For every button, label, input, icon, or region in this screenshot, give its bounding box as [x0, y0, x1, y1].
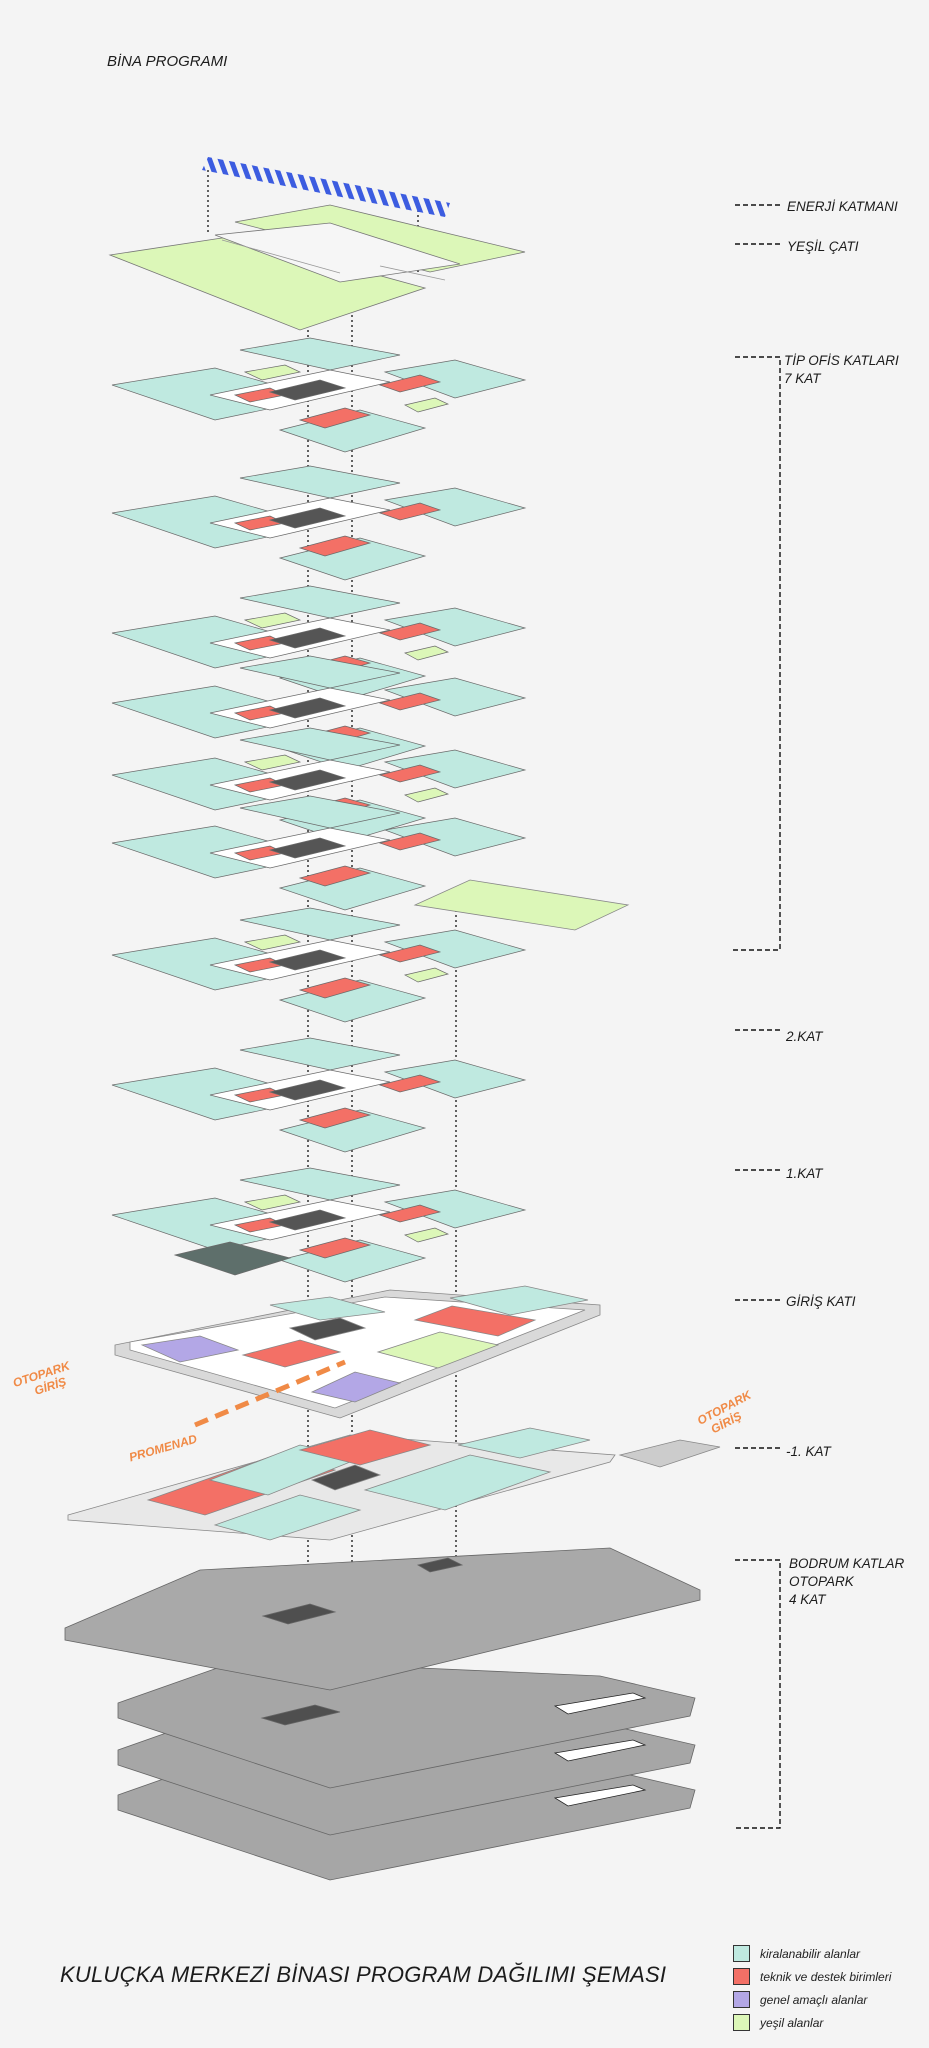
label-ground: GİRİŞ KATI [786, 1294, 856, 1309]
minus1-floor [67, 1427, 721, 1541]
technical-1 [298, 407, 372, 429]
office-floor-8 [111, 1037, 527, 1153]
green-pocket-2 [404, 787, 450, 803]
core [268, 949, 347, 971]
legend-item-green: yeşil alanlar [733, 2011, 891, 2034]
office-floors [111, 337, 527, 1283]
technical-2 [378, 692, 442, 711]
technical-2 [378, 832, 442, 851]
rentable-back [239, 907, 401, 941]
label-basement: BODRUM KATLAR [789, 1556, 905, 1571]
page-title: BİNA PROGRAMI [107, 53, 228, 70]
energy-layer [202, 157, 450, 217]
label-floor1: 1.KAT [786, 1166, 823, 1181]
rentable-back [239, 727, 401, 761]
legend: kiralanabilir alanlar teknik ve destek b… [733, 1942, 891, 2034]
technical-2 [378, 622, 442, 641]
green-pocket-2 [404, 397, 450, 413]
core [268, 837, 347, 859]
legend-label-technical: teknik ve destek birimleri [760, 1969, 892, 1984]
legend-item-rentable: kiralanabilir alanlar [733, 1942, 891, 1965]
legend-swatch-technical [733, 1968, 750, 1985]
rentable-right [383, 487, 527, 527]
level-markers [730, 204, 781, 1829]
legend-item-general: genel amaçlı alanlar [733, 1988, 891, 2011]
technical-2 [378, 1204, 442, 1223]
technical-2 [378, 374, 442, 393]
green-pocket-1 [243, 1194, 302, 1211]
technical-2 [378, 944, 442, 963]
office-floor-2 [111, 465, 527, 581]
core [268, 627, 347, 649]
rentable-right [383, 1189, 527, 1229]
technical-1 [298, 977, 372, 999]
rentable-back [239, 1167, 401, 1201]
label-office-count: 7 KAT [784, 371, 821, 386]
label-minus1: -1. KAT [786, 1444, 831, 1459]
technical-2 [378, 502, 442, 521]
technical-1 [298, 535, 372, 557]
office-floor-7 [111, 907, 527, 1023]
rentable-back [239, 337, 401, 371]
rentable-right [383, 359, 527, 399]
technical-1 [298, 1237, 372, 1259]
green-roof-layer [108, 204, 526, 331]
technical-2 [378, 764, 442, 783]
core [268, 1079, 347, 1101]
rentable-right [383, 1059, 527, 1099]
legend-swatch-general [733, 1991, 750, 2008]
ground-floor [114, 1285, 601, 1419]
green-pocket-2 [404, 645, 450, 661]
rentable-right [383, 817, 527, 857]
rentable-right [383, 607, 527, 647]
office-floor-1 [111, 337, 527, 453]
green-pocket-2 [404, 1227, 450, 1243]
technical-2 [378, 1074, 442, 1093]
technical-1 [298, 865, 372, 887]
green-pocket-1 [243, 364, 302, 381]
label-basement-parking: OTOPARK [789, 1574, 854, 1589]
technical-1 [298, 1107, 372, 1129]
green-pocket-2 [404, 967, 450, 983]
core [268, 507, 347, 529]
rentable-back [239, 795, 401, 829]
legend-label-green: yeşil alanlar [760, 2015, 824, 2030]
office-floor-6 [111, 795, 527, 911]
basement-floors [64, 1547, 701, 1881]
green-pocket-1 [243, 934, 302, 951]
office-floor-9 [111, 1167, 527, 1283]
label-office-floors: TİP OFİS KATLARI [784, 353, 899, 368]
core [268, 769, 347, 791]
core [268, 379, 347, 401]
main-title: KULUÇKA MERKEZİ BİNASI PROGRAM DAĞILIMI … [60, 1962, 667, 1987]
green-pocket-1 [243, 754, 302, 771]
green-pocket-1 [243, 612, 302, 629]
legend-swatch-rentable [733, 1945, 750, 1962]
core [268, 1209, 347, 1231]
promenade-path [194, 1359, 346, 1428]
legend-swatch-green [733, 2014, 750, 2031]
legend-item-technical: teknik ve destek birimleri [733, 1965, 891, 1988]
core [268, 697, 347, 719]
rentable-right [383, 929, 527, 969]
rentable-back [239, 1037, 401, 1071]
rentable-right [383, 749, 527, 789]
legend-label-general: genel amaçlı alanlar [760, 1992, 868, 2007]
label-basement-count: 4 KAT [789, 1592, 826, 1607]
rentable-back [239, 465, 401, 499]
rentable-right [383, 677, 527, 717]
terrace-green [413, 879, 630, 931]
glass-canopy [173, 1241, 292, 1276]
label-floor2: 2.KAT [786, 1029, 823, 1044]
legend-label-rentable: kiralanabilir alanlar [760, 1946, 861, 1961]
rentable-back [239, 585, 401, 619]
label-energy: ENERJİ KATMANI [787, 199, 898, 214]
label-green-roof: YEŞİL ÇATI [787, 239, 859, 254]
rentable-back [239, 655, 401, 689]
